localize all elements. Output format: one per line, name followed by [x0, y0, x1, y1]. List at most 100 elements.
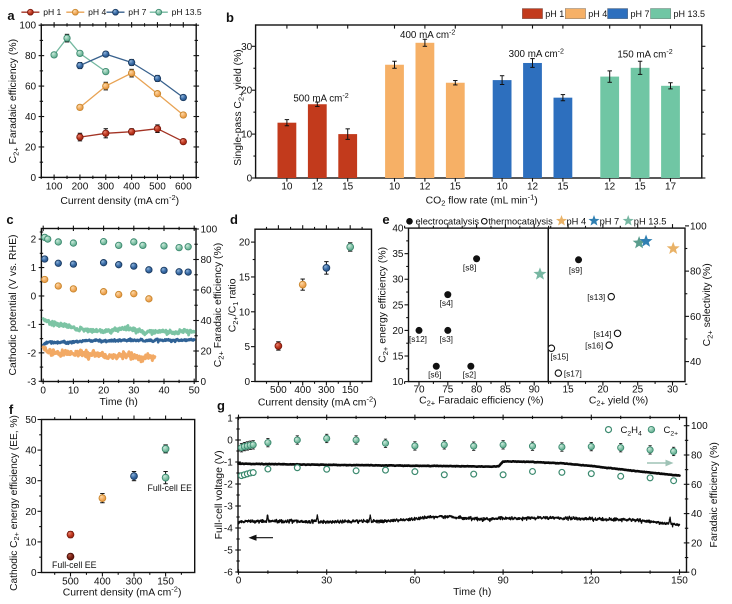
svg-text:d: d — [230, 212, 238, 227]
svg-text:60: 60 — [691, 480, 703, 491]
svg-text:[s12]: [s12] — [409, 334, 427, 344]
svg-text:-5: -5 — [224, 546, 233, 557]
svg-text:[s17]: [s17] — [564, 369, 582, 379]
svg-text:50: 50 — [189, 386, 201, 397]
svg-text:C2+​/C1​ ratio: C2+​/C1​ ratio — [228, 278, 240, 332]
svg-text:600: 600 — [175, 181, 192, 192]
svg-text:a: a — [7, 8, 15, 23]
svg-text:20: 20 — [25, 507, 37, 518]
svg-text:pH 4: pH 4 — [567, 217, 587, 227]
svg-text:Cathodic C2+​ energy efficienc: Cathodic C2+​ energy efficiency (EE, %) — [9, 415, 21, 591]
svg-text:150: 150 — [671, 576, 688, 587]
svg-text:30: 30 — [128, 386, 140, 397]
svg-text:C2+​ Faradaic efficiency (%): C2+​ Faradaic efficiency (%) — [419, 395, 543, 407]
svg-text:150: 150 — [157, 577, 174, 588]
svg-text:10: 10 — [68, 386, 80, 397]
svg-text:c: c — [6, 212, 13, 227]
svg-text:-3: -3 — [224, 502, 233, 513]
svg-text:15: 15 — [557, 182, 569, 193]
svg-text:25: 25 — [392, 300, 404, 311]
svg-text:0: 0 — [31, 568, 37, 579]
svg-text:[s13]: [s13] — [587, 292, 605, 302]
svg-text:pH 7: pH 7 — [631, 9, 650, 19]
svg-text:g: g — [217, 398, 225, 413]
svg-text:12: 12 — [419, 182, 431, 193]
svg-text:100: 100 — [201, 225, 218, 236]
svg-text:120: 120 — [583, 576, 600, 587]
svg-text:10: 10 — [392, 377, 404, 388]
svg-text:Time (h): Time (h) — [100, 397, 138, 408]
svg-text:70: 70 — [413, 385, 425, 396]
svg-text:-1: -1 — [27, 320, 36, 331]
svg-text:0: 0 — [247, 174, 253, 185]
svg-text:10: 10 — [241, 130, 253, 141]
svg-text:30: 30 — [241, 42, 253, 53]
svg-text:-2: -2 — [224, 480, 233, 491]
svg-text:10: 10 — [239, 307, 251, 318]
svg-text:0: 0 — [227, 436, 233, 447]
svg-text:40: 40 — [25, 112, 37, 123]
svg-text:25: 25 — [632, 385, 644, 396]
svg-text:0: 0 — [244, 377, 250, 388]
svg-text:[s8]: [s8] — [463, 262, 476, 272]
svg-text:pH 7: pH 7 — [128, 7, 146, 17]
svg-text:f: f — [9, 402, 14, 417]
svg-text:10: 10 — [25, 537, 37, 548]
svg-text:pH 13.5: pH 13.5 — [172, 7, 202, 17]
svg-text:300: 300 — [97, 181, 114, 192]
svg-text:C2+​ energy efficiency (%): C2+​ energy efficiency (%) — [378, 247, 390, 363]
svg-text:15: 15 — [450, 182, 462, 193]
svg-text:100: 100 — [691, 421, 708, 432]
svg-text:0: 0 — [40, 386, 46, 397]
svg-text:Full-cell EE: Full-cell EE — [52, 560, 97, 570]
svg-text:40: 40 — [690, 357, 702, 368]
svg-text:C2+​ Faradaic efficiency (%): C2+​ Faradaic efficiency (%) — [8, 39, 20, 163]
svg-text:100: 100 — [690, 221, 707, 232]
svg-text:Current density (mA cm-2​): Current density (mA cm-2​) — [60, 193, 179, 207]
svg-text:0: 0 — [31, 291, 37, 302]
svg-text:20: 20 — [392, 326, 404, 337]
svg-text:150 mA cm-2​: 150 mA cm-2​ — [617, 48, 672, 61]
svg-text:[s14]: [s14] — [594, 329, 612, 339]
svg-text:15: 15 — [342, 182, 354, 193]
svg-text:40: 40 — [25, 446, 37, 457]
svg-text:-1: -1 — [224, 458, 233, 469]
svg-text:[s6]: [s6] — [428, 370, 441, 380]
svg-text:75: 75 — [442, 385, 454, 396]
svg-text:100: 100 — [19, 21, 36, 32]
svg-text:20: 20 — [691, 538, 703, 549]
svg-text:20: 20 — [239, 238, 251, 249]
svg-text:0: 0 — [201, 377, 207, 388]
svg-text:20: 20 — [201, 347, 213, 358]
svg-text:b: b — [226, 10, 234, 25]
svg-text:[s15]: [s15] — [550, 351, 568, 361]
svg-text:20: 20 — [597, 385, 609, 396]
svg-text:12: 12 — [527, 182, 539, 193]
svg-text:C2+​ Faradaic efficiency (%): C2+​ Faradaic efficiency (%) — [213, 243, 225, 367]
svg-text:-3: -3 — [27, 377, 36, 388]
svg-text:30: 30 — [667, 385, 679, 396]
svg-text:80: 80 — [691, 451, 703, 462]
svg-text:0: 0 — [31, 173, 37, 184]
svg-text:80: 80 — [25, 51, 37, 62]
svg-text:-6: -6 — [224, 568, 233, 579]
svg-text:10: 10 — [389, 182, 401, 193]
svg-text:Faradaic efficiency (%): Faradaic efficiency (%) — [709, 442, 720, 547]
svg-text:1: 1 — [227, 414, 233, 425]
svg-text:150: 150 — [342, 385, 359, 396]
svg-text:300: 300 — [318, 385, 335, 396]
svg-text:15: 15 — [392, 352, 404, 363]
svg-text:60: 60 — [201, 286, 213, 297]
svg-text:60: 60 — [25, 82, 37, 93]
svg-text:35: 35 — [392, 249, 404, 260]
svg-text:5: 5 — [244, 342, 250, 353]
svg-text:500: 500 — [149, 181, 166, 192]
svg-text:C2+​: C2+​ — [664, 425, 679, 437]
svg-text:400: 400 — [294, 385, 311, 396]
svg-text:17: 17 — [665, 182, 677, 193]
svg-text:-4: -4 — [224, 524, 233, 535]
svg-text:thermocatalysis: thermocatalysis — [488, 217, 553, 227]
svg-text:Time (h): Time (h) — [453, 587, 491, 598]
svg-text:0: 0 — [236, 576, 242, 587]
svg-text:30: 30 — [25, 476, 37, 487]
